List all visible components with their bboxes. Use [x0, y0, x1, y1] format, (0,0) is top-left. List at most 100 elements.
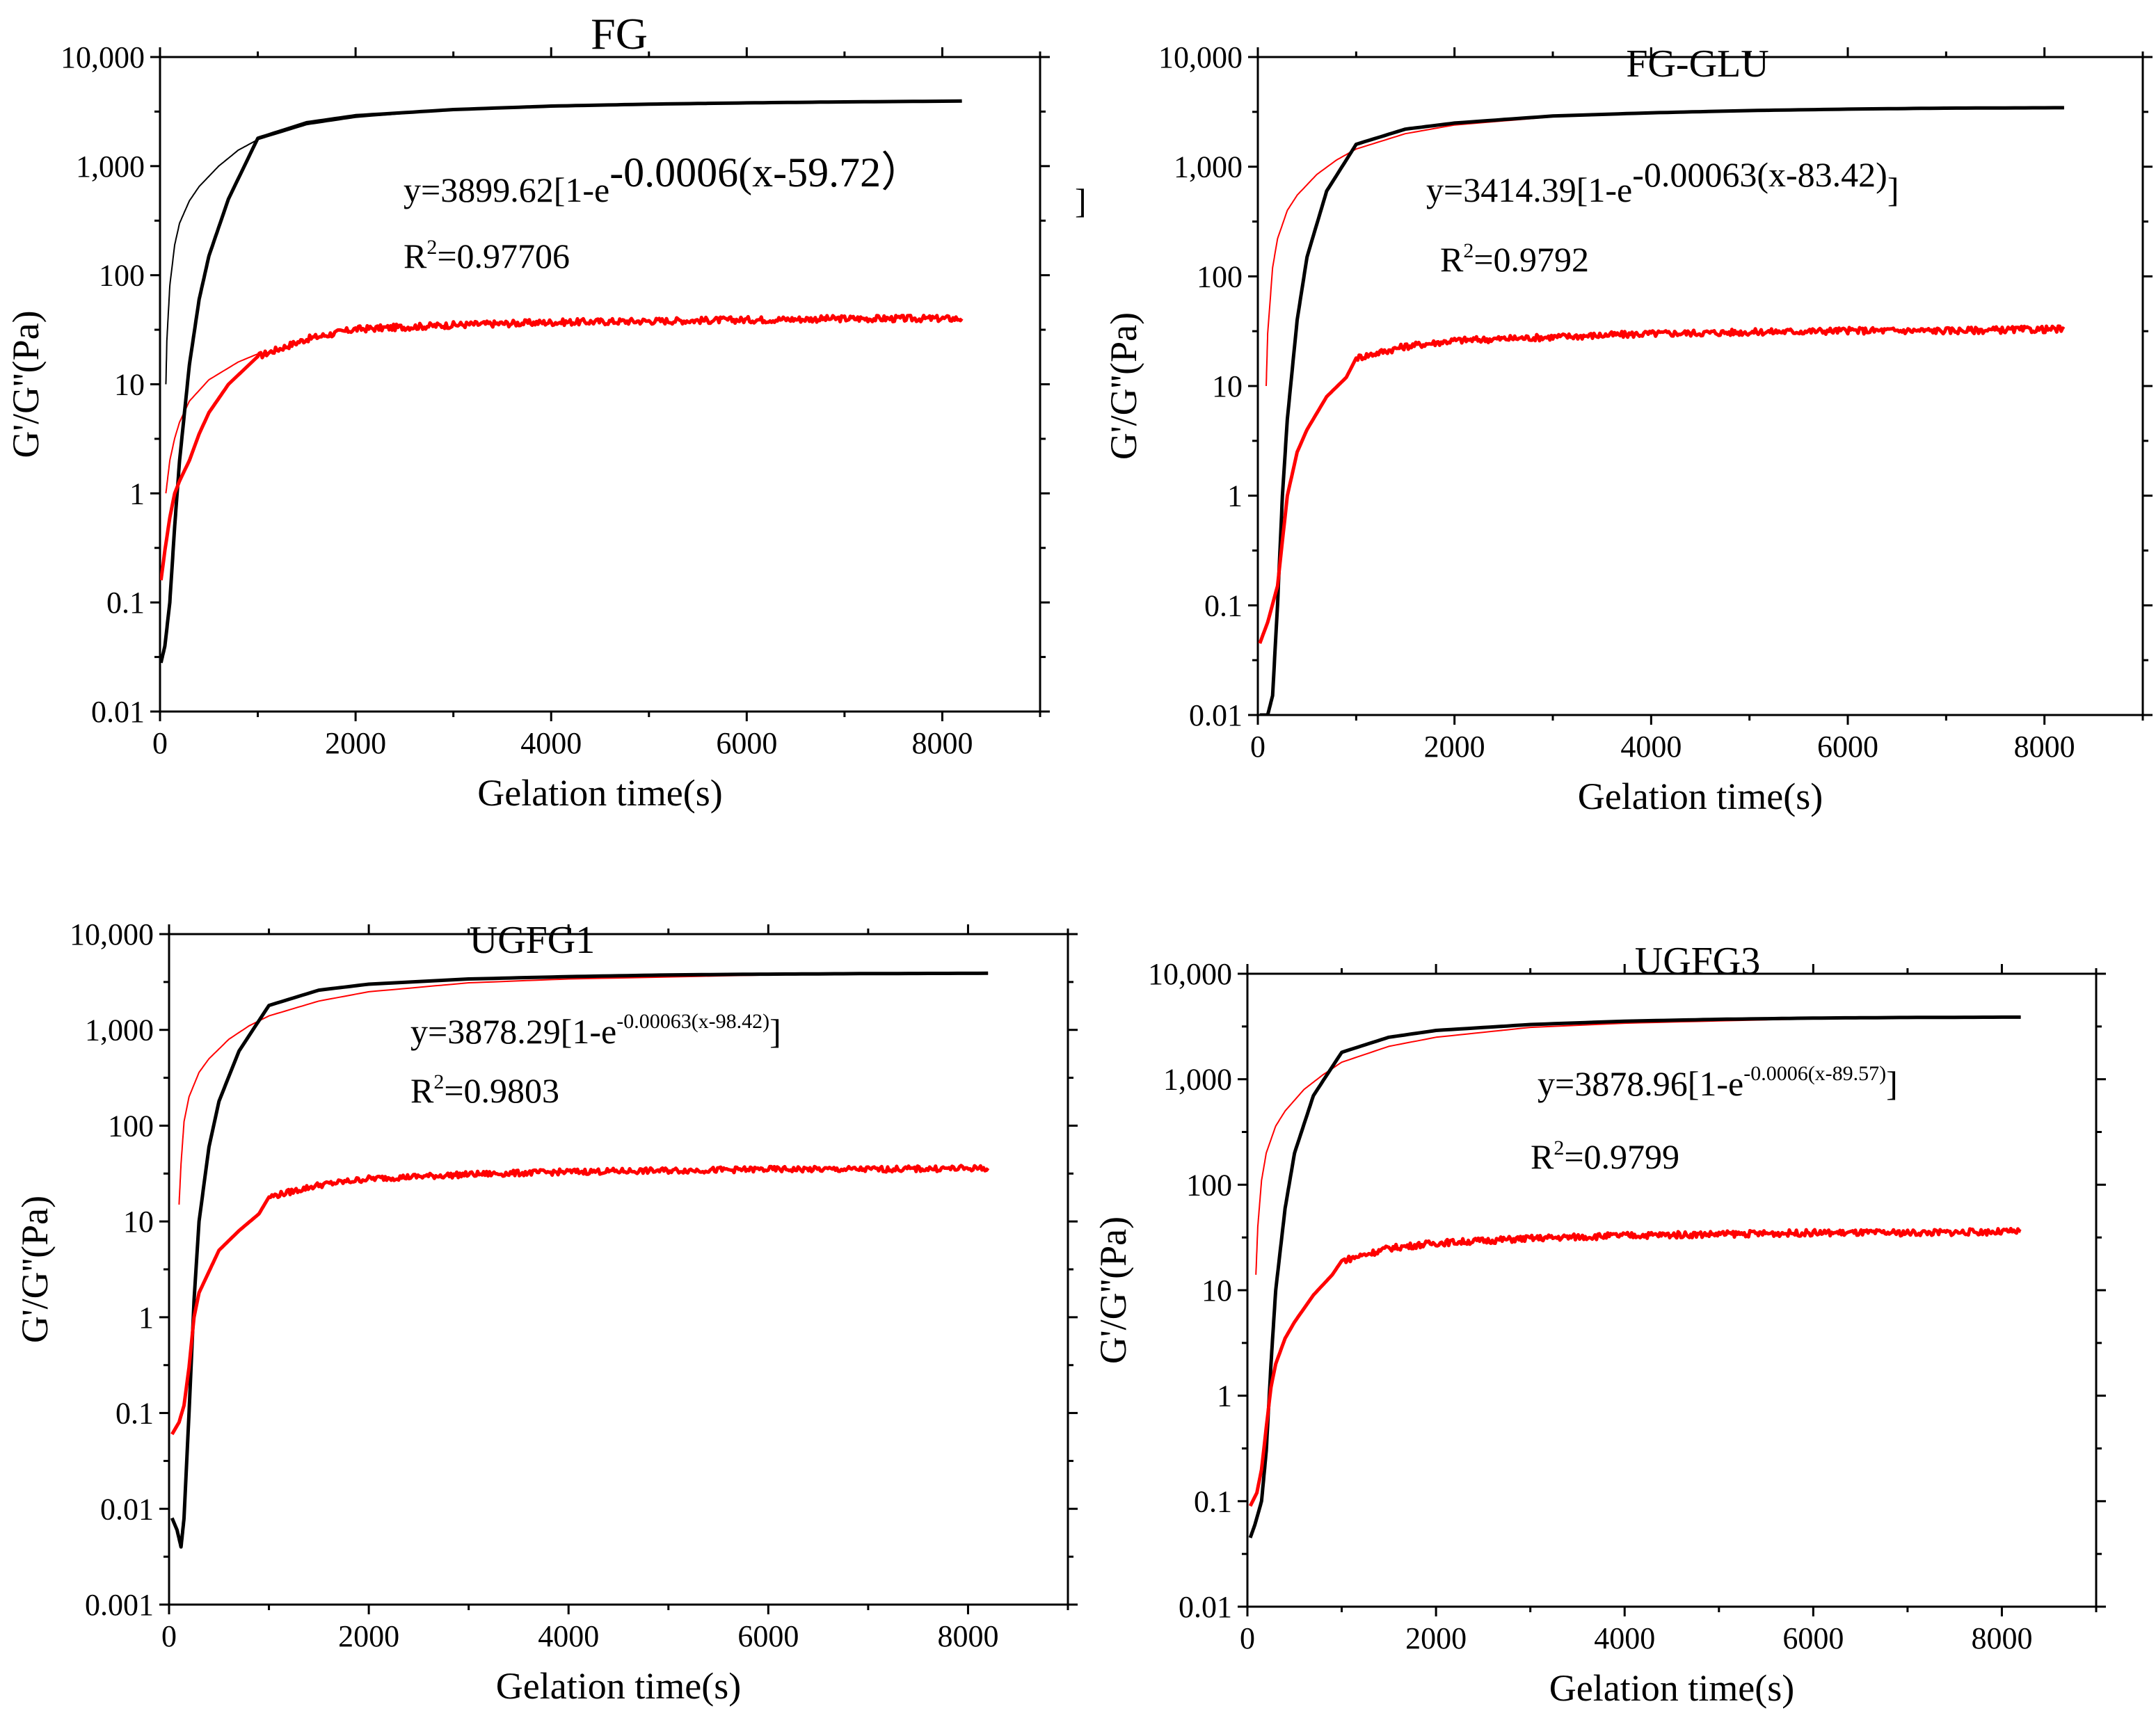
x-tick-label: 4000 — [538, 1619, 599, 1653]
y-tick-label: 100 — [108, 1109, 154, 1143]
series-g-line — [1248, 1015, 2021, 1539]
r-squared: R2=0.9803 — [410, 1070, 559, 1110]
r-squared-sup: 2 — [1463, 239, 1474, 262]
x-tick-label: 6000 — [1817, 730, 1878, 764]
x-tick-label: 8000 — [2014, 730, 2075, 764]
y-tick-label: 0.1 — [1204, 588, 1243, 622]
plot-area — [170, 971, 990, 1549]
chart-panel-4: 0.01 0.1 1 10 100 1,000 10,000 0 2000 4000 6000 800… — [1092, 940, 2106, 1709]
r-squared-base: R — [1531, 1137, 1554, 1176]
y-axis-title: G'/G''(Pa) — [5, 310, 47, 458]
series-g-line — [160, 99, 962, 664]
chart-panel-3: 0.001 0.01 0.1 1 10 100 1,000 10,000 0 2000 4000 60… — [14, 917, 1078, 1707]
x-axis-title: Gelation time(s) — [1549, 1667, 1794, 1709]
y-axis-title: G'/G''(Pa) — [1092, 1216, 1134, 1364]
r-squared: R2=0.97706 — [404, 236, 570, 275]
fit-equation-prefix: y=3878.96[1-e — [1538, 1064, 1743, 1103]
y-tick-label: 10,000 — [61, 40, 145, 74]
series-gfit-line — [1255, 1016, 2021, 1275]
y-tick-label: 0.01 — [100, 1492, 154, 1526]
x-tick-label: 6000 — [716, 726, 777, 760]
fit-equation-prefix: y=3899.62[1-e — [404, 170, 609, 209]
y-tick-label: 10,000 — [70, 917, 154, 951]
series-gfit-line — [178, 972, 989, 1205]
y-tick-label: 1,000 — [85, 1013, 154, 1047]
fit-equation: y=3899.62[1-e-0.0006(x-59.72）] — [404, 150, 1087, 220]
fit-equation: y=3414.39[1-e-0.00063(x-83.42)] — [1426, 155, 1899, 209]
fit-equation-exponent: -0.00063(x-83.42) — [1632, 155, 1887, 194]
fit-equation-suffix: ] — [1886, 1064, 1898, 1103]
x-tick-label: 6000 — [1782, 1621, 1844, 1655]
x-tick-label: 0 — [1240, 1621, 1255, 1655]
fit-equation-prefix: y=3878.29[1-e — [410, 1012, 616, 1051]
y-tick-label: 100 — [1186, 1168, 1232, 1202]
series-g-line — [1259, 106, 2064, 715]
plot-frame — [168, 933, 1069, 1606]
y-tick-label: 1 — [1227, 479, 1243, 513]
y-axis-title: G'/G''(Pa) — [1103, 312, 1144, 460]
fit-equation-exponent: -0.0006(x-59.72） — [609, 150, 923, 195]
panel-title: UGFG1 — [470, 919, 595, 962]
x-tick-label: 6000 — [737, 1619, 799, 1653]
r-squared-value: =0.9792 — [1474, 240, 1589, 279]
r-squared-sup: 2 — [426, 236, 437, 259]
r-squared-sup: 2 — [433, 1070, 444, 1093]
y-tick-label: 1,000 — [1174, 150, 1243, 184]
fit-equation: y=3878.29[1-e-0.00063(x-98.42)] — [410, 1010, 781, 1051]
y-tick-label: 10 — [114, 368, 145, 402]
x-tick-label: 4000 — [1594, 1621, 1655, 1655]
series-gfit-line — [1265, 107, 2064, 387]
fit-equation-suffix: ] — [769, 1012, 781, 1051]
y-tick-label: 10,000 — [1158, 40, 1243, 74]
panel-title: FG-GLU — [1626, 42, 1768, 86]
y-tick-label: 0.1 — [106, 586, 145, 620]
r-squared-value: =0.97706 — [437, 236, 570, 275]
x-tick-label: 8000 — [911, 726, 973, 760]
fit-equation-exponent: -0.0006(x-89.57) — [1743, 1062, 1886, 1085]
y-tick-label: 1 — [129, 476, 145, 511]
r-squared-base: R — [404, 236, 427, 275]
chart-panel-1: 0.01 0.1 1 10 100 1,000 10,000 0 2000 4000 6000 800… — [5, 9, 1087, 814]
series-g-line — [1258, 324, 2066, 644]
y-tick-label: 10 — [1201, 1274, 1232, 1308]
y-tick-label: 0.01 — [91, 695, 145, 729]
x-axis-title: Gelation time(s) — [496, 1665, 741, 1707]
plot-area — [160, 99, 964, 664]
fit-equation-exponent: -0.00063(x-98.42) — [616, 1010, 769, 1033]
y-axis-title: G'/G''(Pa) — [14, 1196, 56, 1343]
y-tick-label: 0.01 — [1179, 1590, 1232, 1624]
series-g-line — [160, 314, 964, 581]
series-g-line — [170, 971, 989, 1549]
y-tick-label: 1,000 — [1163, 1063, 1232, 1097]
panel-title: FG — [591, 9, 648, 58]
plot-area — [1248, 1015, 2022, 1539]
x-axis-title: Gelation time(s) — [477, 772, 722, 814]
y-tick-label: 0.01 — [1189, 698, 1243, 732]
r-squared-value: =0.9803 — [444, 1071, 559, 1110]
y-tick-label: 1,000 — [76, 150, 145, 184]
x-tick-label: 2000 — [1424, 730, 1485, 764]
r-squared-base: R — [1440, 240, 1464, 279]
x-tick-label: 8000 — [937, 1619, 998, 1653]
x-tick-label: 2000 — [1405, 1621, 1467, 1655]
y-tick-label: 0.1 — [1194, 1484, 1232, 1518]
x-tick-label: 8000 — [1971, 1621, 2032, 1655]
y-tick-label: 10,000 — [1148, 957, 1232, 991]
plot-area — [1258, 106, 2066, 715]
y-tick-label: 1 — [138, 1301, 154, 1335]
y-tick-label: 100 — [99, 259, 145, 293]
y-tick-label: 100 — [1197, 259, 1243, 294]
series-g-line — [1248, 1226, 2022, 1507]
x-axis-title: Gelation time(s) — [1578, 776, 1823, 817]
r-squared-base: R — [410, 1071, 434, 1110]
fit-equation-prefix: y=3414.39[1-e — [1426, 170, 1632, 209]
fit-equation-suffix: ] — [1887, 170, 1899, 209]
r-squared: R2=0.9799 — [1531, 1136, 1679, 1176]
x-tick-label: 4000 — [1620, 730, 1682, 764]
x-tick-label: 4000 — [520, 726, 582, 760]
fit-equation: y=3878.96[1-e-0.0006(x-89.57)] — [1538, 1062, 1898, 1103]
y-tick-label: 10 — [1212, 369, 1243, 403]
x-tick-label: 2000 — [338, 1619, 399, 1653]
x-tick-label: 0 — [1250, 730, 1265, 764]
